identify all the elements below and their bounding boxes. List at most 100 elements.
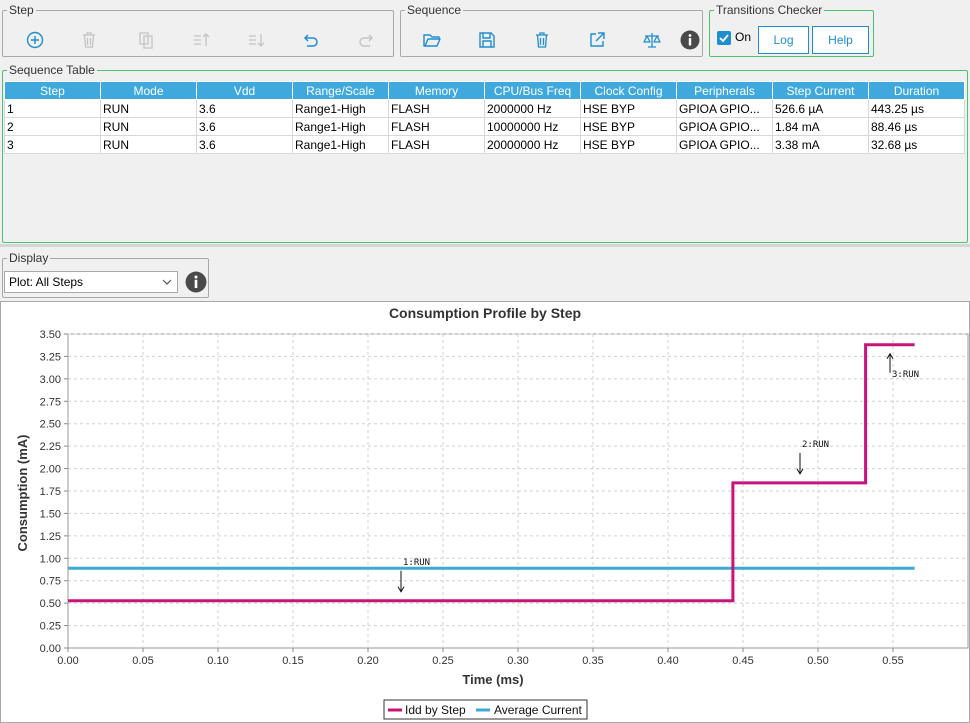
y-tick-label: 2.00	[40, 464, 61, 476]
table-cell: 2000000 Hz	[484, 99, 581, 118]
plot-select[interactable]: Plot: All Steps	[4, 271, 178, 293]
log-button[interactable]: Log	[758, 26, 809, 54]
x-tick-label: 0.45	[732, 655, 753, 667]
y-tick-label: 0.00	[40, 643, 61, 655]
delete-sequence-button[interactable]	[529, 27, 555, 53]
table-cell: Range1-High	[292, 99, 389, 118]
chevron-down-icon	[162, 279, 172, 285]
annotation-label: 1:RUN	[403, 558, 430, 568]
display-info-button[interactable]	[185, 271, 207, 293]
column-header[interactable]: Step Current	[772, 81, 869, 100]
compare-sequence-button[interactable]	[639, 27, 665, 53]
info-icon	[185, 271, 207, 293]
transitions-checkbox[interactable]	[717, 31, 731, 45]
x-tick-label: 0.05	[132, 655, 153, 667]
y-tick-label: 3.25	[40, 351, 61, 363]
y-tick-label: 3.00	[40, 374, 61, 386]
plus-circle-icon	[26, 31, 44, 49]
y-tick-label: 3.50	[40, 329, 61, 341]
table-cell: GPIOA GPIO...	[676, 99, 773, 118]
move-step-down-button[interactable]	[243, 27, 269, 53]
undo-button[interactable]	[298, 27, 324, 53]
y-tick-label: 0.25	[40, 621, 61, 633]
column-header[interactable]: Memory	[388, 81, 485, 100]
y-tick-label: 0.50	[40, 598, 61, 610]
table-cell: FLASH	[388, 99, 485, 118]
y-tick-label: 1.75	[40, 486, 61, 498]
redo-icon	[359, 34, 374, 47]
sequence-group: Sequence	[400, 3, 703, 57]
table-cell: 3.6	[196, 135, 293, 154]
duplicate-step-button[interactable]	[133, 27, 159, 53]
check-icon	[719, 34, 729, 43]
move-down-icon	[249, 34, 265, 47]
x-axis-label: Time (ms)	[462, 672, 523, 687]
y-tick-label: 1.50	[40, 508, 61, 520]
table-cell: RUN	[100, 99, 197, 118]
column-header[interactable]: Peripherals	[676, 81, 773, 100]
table-cell: 3.6	[196, 99, 293, 118]
table-cell: RUN	[100, 135, 197, 154]
column-header[interactable]: Clock Config	[580, 81, 677, 100]
table-row[interactable]: 1 RUN 3.6 Range1-High FLASH 2000000 Hz HSE BYP…	[4, 99, 965, 118]
x-tick-label: 0.00	[57, 655, 78, 667]
column-header[interactable]: Mode	[100, 81, 197, 100]
annotation-arrowhead	[886, 352, 894, 360]
x-tick-label: 0.40	[657, 655, 678, 667]
table-row[interactable]: 3 RUN 3.6 Range1-High FLASH 20000000 Hz HSE BY…	[4, 135, 965, 154]
sequence-table: Step Mode Vdd Range/Scale Memory CPU/Bus…	[4, 81, 965, 154]
table-cell: 10000000 Hz	[484, 117, 581, 136]
legend-label-average: Average Current	[494, 703, 582, 717]
table-cell: HSE BYP	[580, 117, 677, 136]
column-header[interactable]: Duration	[868, 81, 965, 100]
y-tick-label: 1.25	[40, 531, 61, 543]
idd-by-step-line	[68, 343, 915, 603]
export-sequence-button[interactable]	[584, 27, 610, 53]
info-icon	[680, 30, 700, 50]
x-tick-label: 0.50	[807, 655, 828, 667]
undo-icon	[303, 34, 318, 47]
table-cell: 3.6	[196, 117, 293, 136]
annotation-arrowhead	[397, 586, 405, 593]
table-cell: Range1-High	[292, 117, 389, 136]
column-header[interactable]: CPU/Bus Freq	[484, 81, 581, 100]
table-cell: 1	[4, 99, 101, 118]
table-cell: HSE BYP	[580, 99, 677, 118]
panel-splitter[interactable]	[0, 244, 970, 247]
sequence-info-button[interactable]	[677, 27, 703, 53]
annotation-label: 3:RUN	[892, 370, 919, 380]
annotation-arrowhead	[796, 468, 804, 475]
y-tick-label: 2.50	[40, 419, 61, 431]
annotation-label: 2:RUN	[802, 440, 829, 450]
y-tick-label: 2.25	[40, 441, 61, 453]
x-tick-label: 0.20	[357, 655, 378, 667]
save-icon	[479, 32, 495, 48]
column-header[interactable]: Range/Scale	[292, 81, 389, 100]
add-step-button[interactable]	[22, 27, 48, 53]
x-tick-label: 0.55	[882, 655, 903, 667]
column-header[interactable]: Vdd	[196, 81, 293, 100]
delete-step-button[interactable]	[76, 27, 102, 53]
transitions-checker-group: Transitions Checker On Log Help	[709, 3, 874, 57]
table-cell: 88.46 µs	[868, 117, 965, 136]
table-cell: FLASH	[388, 117, 485, 136]
transitions-checkbox-label: On	[735, 30, 752, 44]
y-tick-label: 0.75	[40, 576, 61, 588]
table-cell: 3.38 mA	[772, 135, 869, 154]
folder-open-icon	[423, 34, 441, 47]
table-row[interactable]: 2 RUN 3.6 Range1-High FLASH 10000000 Hz HSE BY…	[4, 117, 965, 136]
y-tick-label: 1.00	[40, 553, 61, 565]
sequence-table-title: Sequence Table	[7, 63, 97, 77]
move-step-up-button[interactable]	[188, 27, 214, 53]
open-sequence-button[interactable]	[419, 27, 445, 53]
save-sequence-button[interactable]	[474, 27, 500, 53]
trash-icon	[83, 32, 95, 48]
x-tick-label: 0.35	[582, 655, 603, 667]
y-tick-label: 2.75	[40, 396, 61, 408]
y-axis-label: Consumption (mA)	[15, 435, 30, 552]
column-header[interactable]: Step	[4, 81, 101, 100]
consumption-chart: Consumption Profile by Step 0.00 0.05 0.10 0…	[15, 305, 969, 720]
trash-icon	[536, 32, 548, 48]
redo-button[interactable]	[353, 27, 379, 53]
help-button[interactable]: Help	[812, 26, 869, 54]
